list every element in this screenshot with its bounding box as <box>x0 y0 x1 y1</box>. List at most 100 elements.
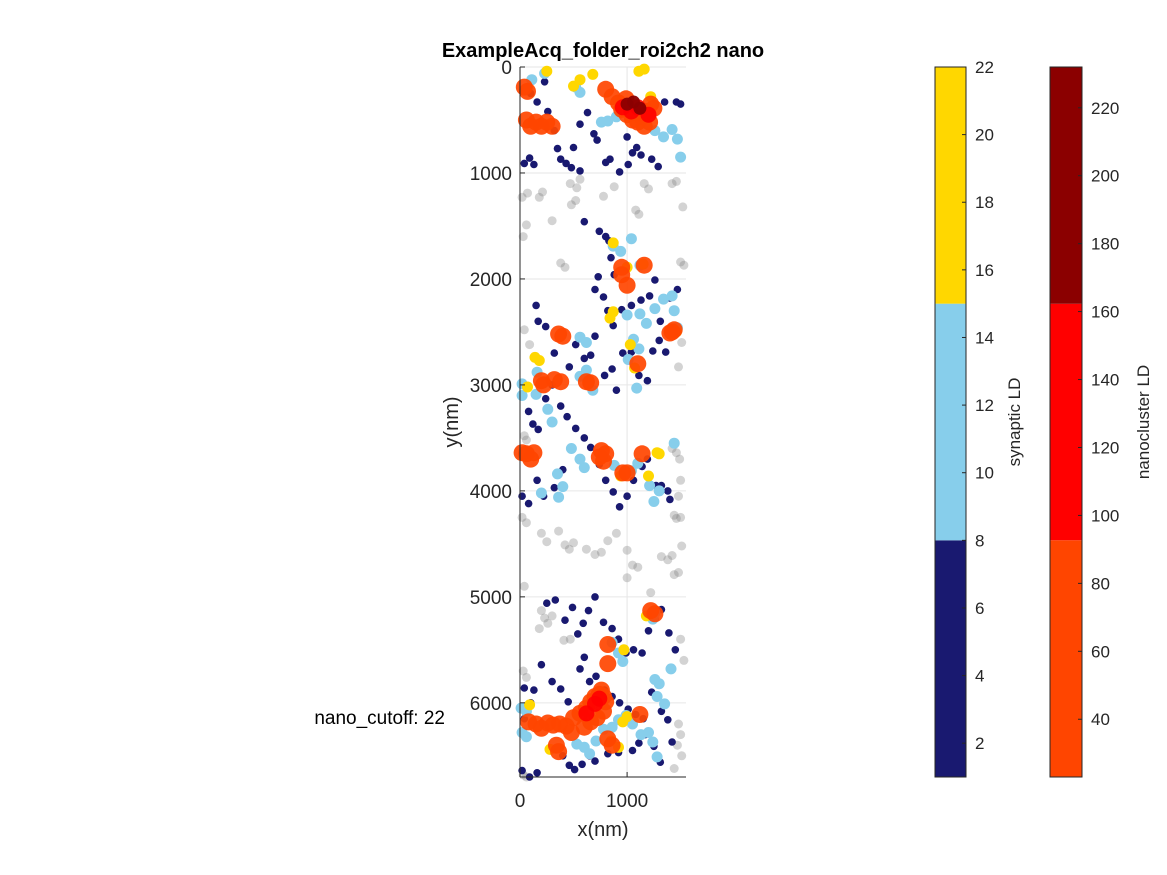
nanocluster-ld-tick-label: 100 <box>1091 506 1119 525</box>
scatter-point-background <box>547 611 557 621</box>
scatter-point-nano-low <box>635 256 653 274</box>
scatter-point-low <box>655 336 663 345</box>
synaptic-ld-tick-label: 4 <box>975 667 984 686</box>
scatter-point-background <box>565 179 575 189</box>
scatter-point-high <box>643 470 654 482</box>
scatter-point-low <box>580 354 589 363</box>
scatter-point-low <box>600 371 609 380</box>
scatter-point-mid <box>665 663 677 675</box>
scatter-point-low <box>529 420 537 428</box>
scatter-point-background <box>676 475 686 485</box>
scatter-point-background <box>569 538 578 548</box>
scatter-point-low <box>584 606 593 615</box>
scatter-point-low <box>533 98 541 106</box>
scatter-point-low <box>676 100 685 108</box>
scatter-point-low <box>574 630 582 638</box>
scatter-point-nano-low <box>603 736 621 754</box>
scatter-point-low <box>635 739 643 747</box>
scatter-point-nano-low <box>631 706 649 723</box>
scatter-point-nano-high <box>633 101 647 115</box>
scatter-point-background <box>572 183 582 193</box>
scatter-point-low <box>578 760 586 769</box>
scatter-point-mid <box>640 317 652 329</box>
nanocluster-ld-tick-label: 40 <box>1091 710 1110 729</box>
scatter-axes: 0 1000 0 1000 2000 3000 4000 5000 6000 x(nm) y(n… <box>441 58 689 841</box>
scatter-point-background <box>521 672 531 682</box>
scatter-point-low <box>666 495 674 504</box>
scatter-point-background <box>631 205 641 215</box>
scatter-point-low <box>518 492 526 501</box>
scatter-point-high <box>587 68 599 80</box>
scatter-point-low <box>594 273 602 281</box>
scatter-point-low <box>576 167 584 175</box>
scatter-point-low <box>540 78 549 86</box>
scatter-point-mid <box>621 309 633 321</box>
scatter-point-low <box>637 151 645 159</box>
scatter-point-low <box>583 108 592 117</box>
scatter-point-background <box>671 176 681 186</box>
scatter-point-background <box>634 209 644 219</box>
scatter-point-low <box>579 619 587 628</box>
scatter-point-background <box>538 187 547 197</box>
scatter-point-mid <box>552 468 563 480</box>
scatter-point-low <box>615 699 624 707</box>
synaptic-ld-tick-label: 18 <box>975 193 994 212</box>
scatter-point-mid <box>651 751 663 763</box>
scatter-point-background <box>523 188 532 198</box>
scatter-point-background <box>675 454 685 464</box>
scatter-point-low <box>520 684 529 692</box>
scatter-point-mid <box>535 487 547 499</box>
scatter-point-low <box>576 665 584 673</box>
scatter-point-low <box>647 155 656 163</box>
scatter-point-background <box>671 513 681 523</box>
scatter-point-low <box>586 443 595 452</box>
scatter-point-low <box>615 168 624 176</box>
scatter-point-low <box>592 672 600 681</box>
scatter-point-low <box>628 746 637 755</box>
scatter-point-low <box>599 618 608 627</box>
nanocluster-ld-tick-label: 180 <box>1091 235 1119 254</box>
nanocluster-ld-tick-label: 160 <box>1091 303 1119 322</box>
scatter-point-background <box>622 545 632 555</box>
scatter-point-background <box>518 666 528 676</box>
scatter-point-background <box>564 544 574 554</box>
scatter-point-low <box>609 488 617 496</box>
scatter-point-low <box>619 349 627 357</box>
scatter-point-high <box>651 447 663 459</box>
scatter-point-high <box>618 644 630 656</box>
synaptic-ld-tick-label: 2 <box>975 734 984 753</box>
scatter-point-low <box>615 503 624 511</box>
scatter-point-nano-low <box>552 373 570 391</box>
scatter-point-mid <box>658 293 669 305</box>
scatter-point-nano-low <box>562 724 580 741</box>
scatter-point-background <box>519 325 529 335</box>
nanocluster-ld-tick-label: 80 <box>1091 574 1110 593</box>
scatter-point-background <box>534 624 544 634</box>
scatter-point-low <box>550 483 559 492</box>
scatter-point-mid <box>615 245 627 257</box>
scatter-point-background <box>667 179 677 189</box>
scatter-point-background <box>669 764 679 773</box>
scatter-point-low <box>665 629 673 637</box>
scatter-point-low <box>668 738 676 746</box>
scatter-point-high <box>524 699 536 711</box>
scatter-point-low <box>629 646 638 654</box>
scatter-point-background <box>599 191 608 201</box>
scatter-point-background <box>596 547 606 557</box>
synaptic-ld-color-band <box>935 540 966 777</box>
scatter-point-background <box>554 526 564 536</box>
scatter-point-background <box>671 448 681 458</box>
scatter-point-nano-low <box>629 355 647 373</box>
scatter-point-background <box>633 562 643 572</box>
scatter-point-low <box>561 616 569 624</box>
y-tick-label: 1000 <box>470 164 512 185</box>
scatter-point-low <box>534 425 542 434</box>
synaptic-ld-tick-label: 14 <box>975 328 994 347</box>
chart-title: ExampleAcq_folder_roi2ch2 nano <box>442 40 764 62</box>
axis-lines <box>519 66 686 778</box>
scatter-point-mid <box>644 480 656 492</box>
scatter-point-low <box>664 487 672 495</box>
scatter-point-background <box>566 200 576 210</box>
scatter-point-low <box>580 653 589 662</box>
